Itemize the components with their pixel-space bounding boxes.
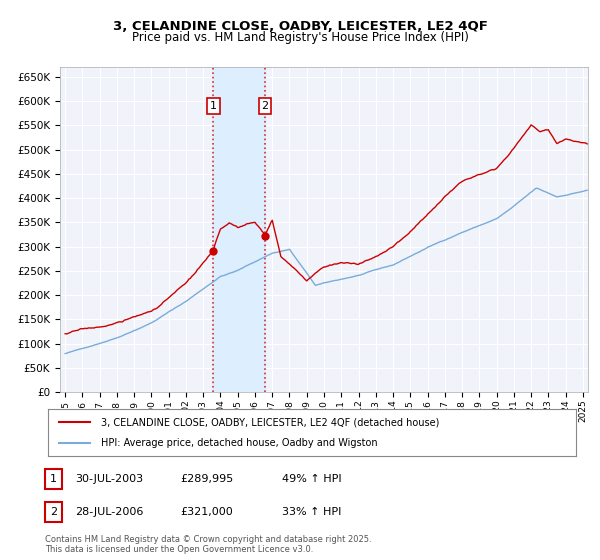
Text: 33% ↑ HPI: 33% ↑ HPI [282, 507, 341, 517]
Text: 2: 2 [50, 507, 57, 517]
Text: £289,995: £289,995 [180, 474, 233, 484]
Text: 2: 2 [262, 101, 269, 111]
Text: 1: 1 [50, 474, 57, 484]
Text: £321,000: £321,000 [180, 507, 233, 517]
Text: 1: 1 [210, 101, 217, 111]
Text: 49% ↑ HPI: 49% ↑ HPI [282, 474, 341, 484]
Text: Price paid vs. HM Land Registry's House Price Index (HPI): Price paid vs. HM Land Registry's House … [131, 31, 469, 44]
Text: 28-JUL-2006: 28-JUL-2006 [75, 507, 143, 517]
Text: Contains HM Land Registry data © Crown copyright and database right 2025.
This d: Contains HM Land Registry data © Crown c… [45, 535, 371, 554]
Bar [213, 67, 265, 392]
Text: 3, CELANDINE CLOSE, OADBY, LEICESTER, LE2 4QF: 3, CELANDINE CLOSE, OADBY, LEICESTER, LE… [113, 20, 487, 32]
Text: 30-JUL-2003: 30-JUL-2003 [75, 474, 143, 484]
Text: 3, CELANDINE CLOSE, OADBY, LEICESTER, LE2 4QF (detached house): 3, CELANDINE CLOSE, OADBY, LEICESTER, LE… [101, 417, 439, 427]
Text: HPI: Average price, detached house, Oadby and Wigston: HPI: Average price, detached house, Oadb… [101, 438, 377, 448]
